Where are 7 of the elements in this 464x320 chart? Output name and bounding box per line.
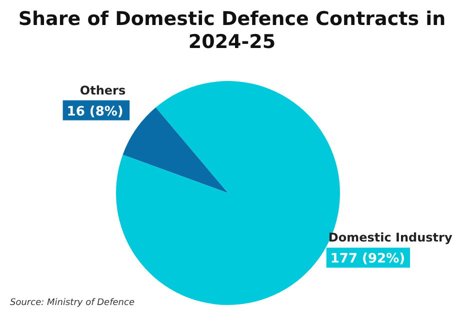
slice-label: Others xyxy=(80,83,126,98)
source-note: Source: Ministry of Defence xyxy=(10,298,134,308)
data-label: 177 (92%) xyxy=(330,252,406,267)
chart-title: Share of Domestic Defence Contracts in 2024-25 xyxy=(17,8,447,54)
pie-slice xyxy=(122,107,228,193)
data-label: 16 (8%) xyxy=(66,104,124,120)
slice-label: Domestic Industry xyxy=(328,230,452,245)
